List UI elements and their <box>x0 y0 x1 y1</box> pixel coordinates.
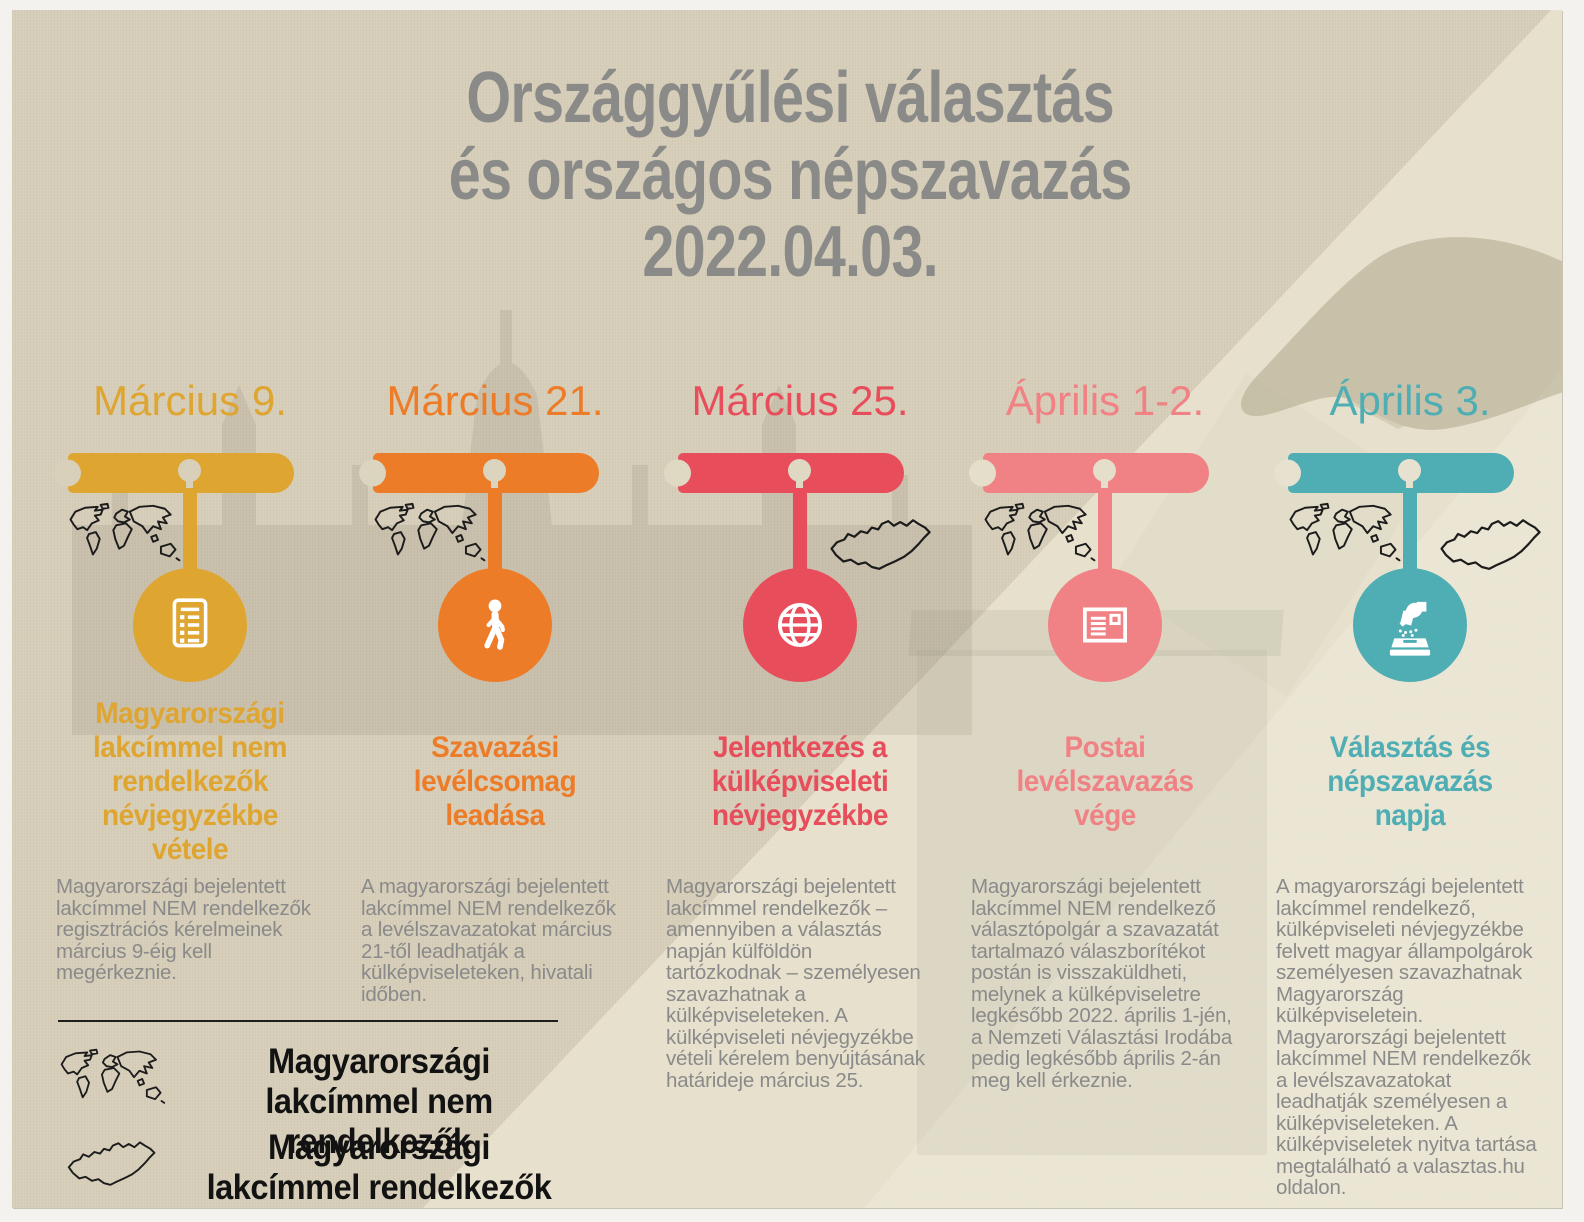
globe-icon <box>778 603 822 647</box>
title-line-1: Országgyűlési választás <box>466 58 1114 138</box>
column-description: Magyarországi bejelentett lakcímmel rend… <box>666 875 925 1092</box>
ribbon-pin-hole <box>178 459 201 493</box>
world-map-icon <box>984 502 1096 562</box>
column-description: A magyarországi bejelentett lakcímmel re… <box>1276 875 1537 1199</box>
icon-circle <box>438 568 552 682</box>
column-description: Magyarországi bejelentett lakcímmel NEM … <box>971 875 1233 1092</box>
ballot-box-faded-photo <box>917 650 1267 1155</box>
ribbon-banner <box>54 453 294 493</box>
column-date: Március 21. <box>386 377 604 424</box>
timeline-stem <box>1098 488 1112 584</box>
ribbon-banner <box>969 453 1209 493</box>
timeline-column-aprilis-3: Április 3. <box>1270 378 1550 1208</box>
ribbon-pin-hole <box>483 459 506 493</box>
register-list-icon <box>172 598 208 648</box>
column-description: Magyarországi bejelentett lakcímmel NEM … <box>56 875 311 984</box>
hungary-map-icon <box>67 1141 156 1186</box>
timeline-stem <box>1403 488 1417 584</box>
hungary-map-icon <box>1440 519 1541 570</box>
ribbon-banner <box>1274 453 1514 493</box>
column-date: Április 1-2. <box>1005 377 1205 424</box>
column-heading: Jelentkezés a külképviseleti névjegyzékb… <box>711 731 889 832</box>
timeline-stem <box>488 488 502 584</box>
ribbon-notch <box>359 459 386 487</box>
column-heading: Szavazási levélcsomag leadása <box>413 731 577 832</box>
column-date: Március 9. <box>93 377 287 424</box>
world-map-icon <box>1289 502 1401 562</box>
hungary-map-icon <box>830 519 931 570</box>
ribbon-notch <box>969 459 996 487</box>
icon-circle <box>133 568 247 682</box>
legend-label-has-address: Magyarországi lakcímmel rendelkezők <box>206 1128 552 1207</box>
timeline-column-aprilis-1-2: Április 1-2. <box>965 378 1245 1208</box>
title-line-3: 2022.04.03. <box>642 212 938 292</box>
ribbon-banner <box>359 453 599 493</box>
column-heading: Választás és népszavazás napja <box>1327 731 1493 832</box>
page-title: Országgyűlési választás és országos néps… <box>170 60 1410 291</box>
timeline-column-marcius-21: Március 21. <box>355 378 635 1208</box>
paper-background: Országgyűlési választás és országos néps… <box>12 10 1562 1208</box>
icon-circle <box>1048 568 1162 682</box>
column-heading: Magyarországi lakcímmel nem rendelkezők … <box>92 697 288 866</box>
timeline-stem <box>183 488 197 584</box>
ribbon-pin-hole <box>1093 459 1116 493</box>
world-map-icon <box>69 502 181 562</box>
timeline-column-marcius-9: Március 9. <box>50 378 330 1208</box>
envelope-icon <box>1083 607 1127 643</box>
world-map-icon <box>374 502 486 562</box>
ribbon-notch <box>54 459 81 487</box>
column-date: Április 3. <box>1329 377 1491 424</box>
legend-label-no-address: Magyarországi lakcímmel nem rendelkezők <box>265 1042 493 1161</box>
ribbon-pin-hole <box>788 459 811 493</box>
walking-person-icon <box>484 599 505 650</box>
hand-voting-faded-photo <box>1241 237 1562 430</box>
icon-circle <box>1353 568 1467 682</box>
title-line-2: és országos népszavazás <box>448 135 1133 215</box>
ribbon-notch <box>664 459 691 487</box>
column-heading: Postai levélszavazás vége <box>1016 731 1194 832</box>
column-description: A magyarországi bejelentett lakcímmel NE… <box>361 875 616 1006</box>
column-date: Március 25. <box>691 377 909 424</box>
timeline-column-marcius-25: Március 25. Jelentkezés a külképviseleti… <box>660 378 940 1208</box>
ribbon-pin-hole <box>1398 459 1421 493</box>
icon-circle <box>743 568 857 682</box>
ballot-box-icon <box>1389 601 1431 656</box>
timeline-stem <box>793 488 807 584</box>
ribbon-notch <box>1274 459 1301 487</box>
legend-divider <box>58 1020 558 1022</box>
ribbon-banner <box>664 453 904 493</box>
world-map-icon <box>60 1048 166 1104</box>
